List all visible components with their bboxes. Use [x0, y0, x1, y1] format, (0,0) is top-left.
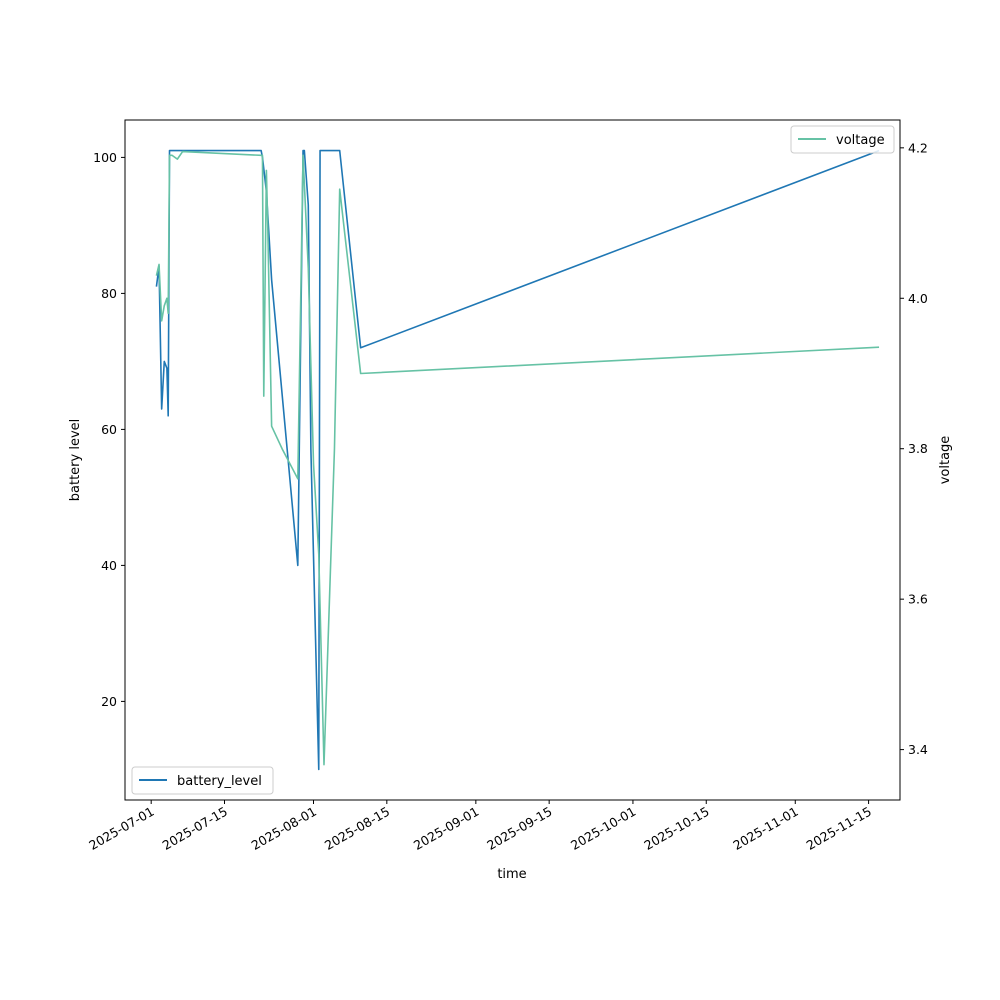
- y-right-tick-label: 4.2: [908, 140, 928, 155]
- legend-box: [790, 125, 895, 154]
- legend-label-voltage: voltage: [836, 133, 885, 148]
- y-left-tick-label: 20: [101, 694, 117, 709]
- y-right-axis-ticks: 3.4 3.6 3.8 4.0 4.2: [900, 140, 928, 757]
- x-axis-label: time: [497, 867, 526, 882]
- y-left-tick-label: 100: [93, 150, 117, 165]
- y-left-axis-label: battery level: [68, 419, 83, 502]
- plot-frame: [124, 119, 901, 801]
- y-left-tick-label: 60: [101, 422, 117, 437]
- legend-label-battery-level: battery_level: [177, 774, 262, 789]
- series-line-battery-level: [155, 149, 880, 771]
- y-right-axis-label: voltage: [938, 436, 953, 485]
- series-line-voltage: [155, 150, 880, 766]
- y-right-tick-label: 3.8: [908, 441, 928, 456]
- legend-battery-level: battery_level: [131, 766, 274, 795]
- legend-box: [131, 766, 274, 795]
- y-right-tick-label: 3.4: [908, 742, 928, 757]
- y-right-tick-label: 3.6: [908, 592, 928, 607]
- y-left-tick-label: 40: [101, 558, 117, 573]
- y-right-tick-label: 4.0: [908, 291, 928, 306]
- y-left-tick-label: 80: [101, 286, 117, 301]
- legend-voltage: voltage: [790, 125, 895, 154]
- y-left-axis-ticks: 20 40 60 80 100: [93, 150, 125, 709]
- series-layer: [155, 149, 880, 771]
